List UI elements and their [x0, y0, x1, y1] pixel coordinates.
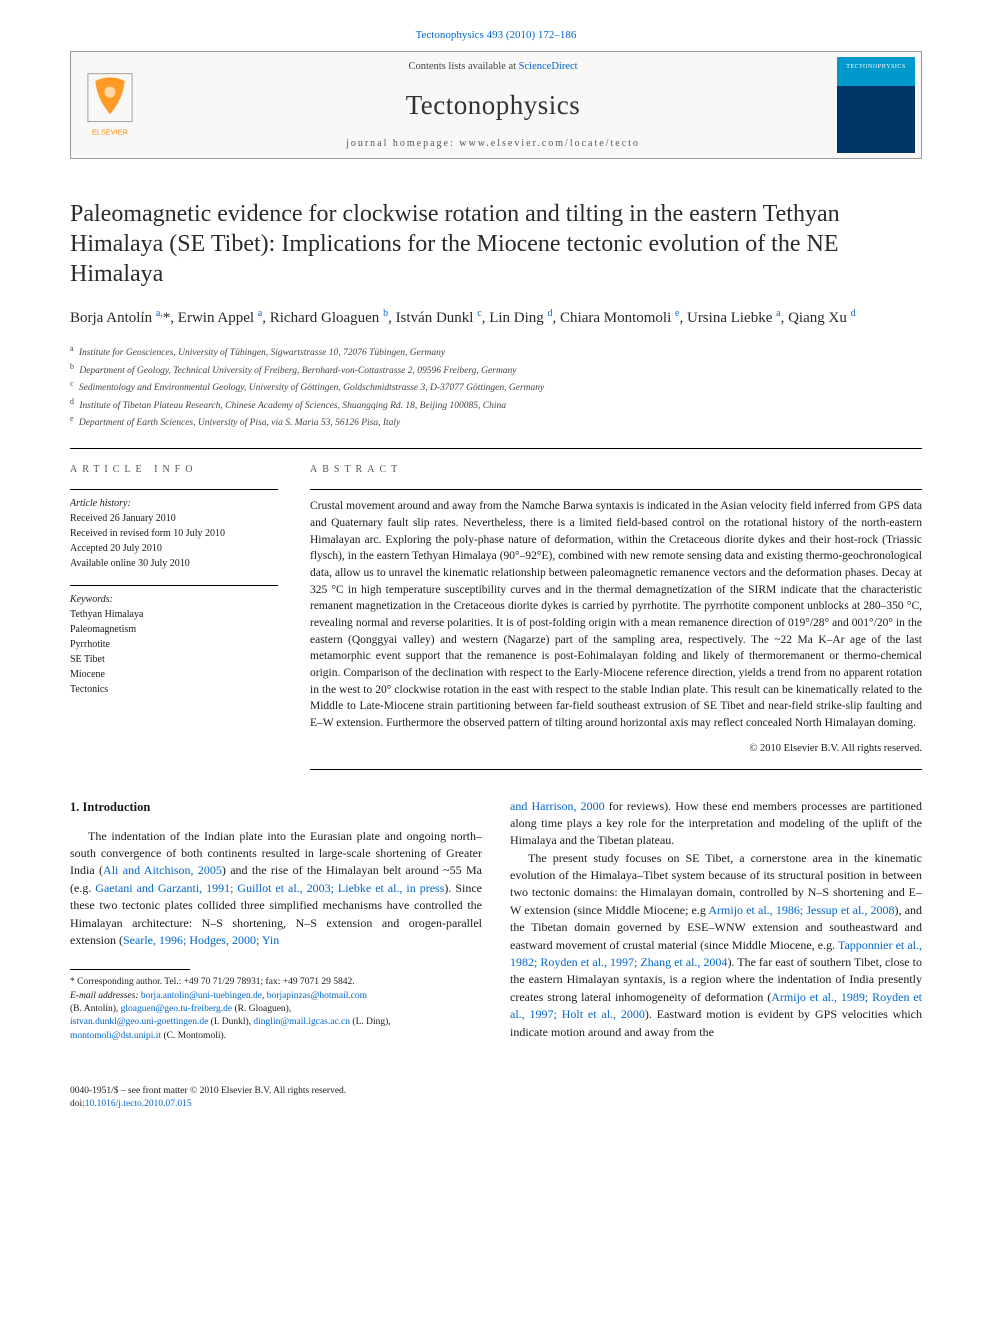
keyword-line: SE Tibet	[70, 652, 278, 667]
email-link[interactable]: dinglin@mail.igcas.ac.cn	[253, 1017, 350, 1027]
email-link[interactable]: gloaguen@geo.tu-freiberg.de	[121, 1004, 232, 1014]
text-run: (C. Montomoli).	[161, 1031, 226, 1041]
text-run: (L. Ding),	[350, 1017, 391, 1027]
affiliation-line: b Department of Geology, Technical Unive…	[70, 361, 922, 378]
journal-name: Tectonophysics	[149, 87, 837, 125]
intro-paragraph-1-cont: and Harrison, 2000 for reviews). How the…	[510, 798, 922, 850]
email-link[interactable]: montomoli@dst.unipi.it	[70, 1031, 161, 1041]
sciencedirect-link[interactable]: ScienceDirect	[519, 61, 578, 72]
citation-link[interactable]: Searle, 1996; Hodges, 2000; Yin	[123, 933, 279, 947]
keyword-line: Pyrrhotite	[70, 637, 278, 652]
affiliation-line: a Institute for Geosciences, University …	[70, 343, 922, 360]
contents-prefix: Contents lists available at	[408, 61, 518, 72]
email-link[interactable]: istvan.dunkl@geo.uni-goettingen.de	[70, 1017, 208, 1027]
corresponding-author-footnote: * Corresponding author. Tel.: +49 70 71/…	[70, 976, 482, 1042]
citation-link[interactable]: and Harrison, 2000	[510, 799, 605, 813]
journal-homepage: journal homepage: www.elsevier.com/locat…	[149, 137, 837, 151]
abstract-text: Crustal movement around and away from th…	[310, 489, 922, 731]
text-run: (B. Antolín),	[70, 1004, 121, 1014]
affiliation-line: c Sedimentology and Environmental Geolog…	[70, 378, 922, 395]
article-history-block: Article history: Received 26 January 201…	[70, 489, 278, 571]
contents-available-line: Contents lists available at ScienceDirec…	[149, 60, 837, 75]
keyword-line: Tethyan Himalaya	[70, 607, 278, 622]
abstract-bottom-rule	[310, 769, 922, 770]
page-footer: 0040-1951/$ – see front matter © 2010 El…	[0, 1073, 992, 1136]
history-header: Article history:	[70, 496, 278, 511]
corr-author-line: * Corresponding author. Tel.: +49 70 71/…	[70, 976, 482, 989]
intro-paragraph-2: The present study focuses on SE Tibet, a…	[510, 850, 922, 1041]
email-label: E-mail addresses:	[70, 991, 141, 1001]
email-link[interactable]: borja.antolin@uni-tuebingen.de	[141, 991, 262, 1001]
doi-prefix: doi:	[70, 1099, 85, 1109]
citation-link[interactable]: Ali and Aitchison, 2005	[103, 863, 222, 877]
section-heading-intro: 1. Introduction	[70, 798, 482, 816]
affiliation-line: d Institute of Tibetan Plateau Research,…	[70, 396, 922, 413]
keywords-block: Keywords: Tethyan HimalayaPaleomagnetism…	[70, 585, 278, 697]
history-line: Accepted 20 July 2010	[70, 541, 278, 556]
elsevier-logo: ELSEVIER	[71, 52, 149, 158]
keyword-line: Miocene	[70, 667, 278, 682]
keyword-line: Paleomagnetism	[70, 622, 278, 637]
svg-text:ELSEVIER: ELSEVIER	[92, 128, 128, 137]
front-matter-line: 0040-1951/$ – see front matter © 2010 El…	[70, 1085, 922, 1098]
affiliation-line: e Department of Earth Sciences, Universi…	[70, 413, 922, 430]
citation-link[interactable]: Armijo et al., 1986; Jessup et al., 2008	[708, 903, 894, 917]
article-title: Paleomagnetic evidence for clockwise rot…	[70, 199, 922, 289]
keyword-line: Tectonics	[70, 682, 278, 697]
intro-paragraph-1: The indentation of the Indian plate into…	[70, 828, 482, 950]
article-info-label: ARTICLE INFO	[70, 463, 278, 477]
history-line: Received 26 January 2010	[70, 511, 278, 526]
history-line: Available online 30 July 2010	[70, 556, 278, 571]
journal-header-box: ELSEVIER Contents lists available at Sci…	[70, 51, 922, 159]
affiliations-list: a Institute for Geosciences, University …	[70, 343, 922, 430]
abstract-copyright: © 2010 Elsevier B.V. All rights reserved…	[310, 742, 922, 757]
journal-reference: Tectonophysics 493 (2010) 172–186	[70, 28, 922, 43]
keywords-header: Keywords:	[70, 592, 278, 607]
doi-link[interactable]: 10.1016/j.tecto.2010.07.015	[85, 1099, 192, 1109]
text-run: (I. Dunkl),	[208, 1017, 253, 1027]
text-run: (R. Gloaguen),	[232, 1004, 291, 1014]
history-line: Received in revised form 10 July 2010	[70, 526, 278, 541]
abstract-label: ABSTRACT	[310, 463, 922, 477]
citation-link[interactable]: Gaetani and Garzanti, 1991; Guillot et a…	[95, 881, 444, 895]
footnote-separator	[70, 969, 190, 970]
email-link[interactable]: borjapinzas@hotmail.com	[267, 991, 367, 1001]
author-list: Borja Antolín a,*, Erwin Appel a, Richar…	[70, 307, 922, 329]
journal-cover-thumb	[837, 57, 915, 153]
